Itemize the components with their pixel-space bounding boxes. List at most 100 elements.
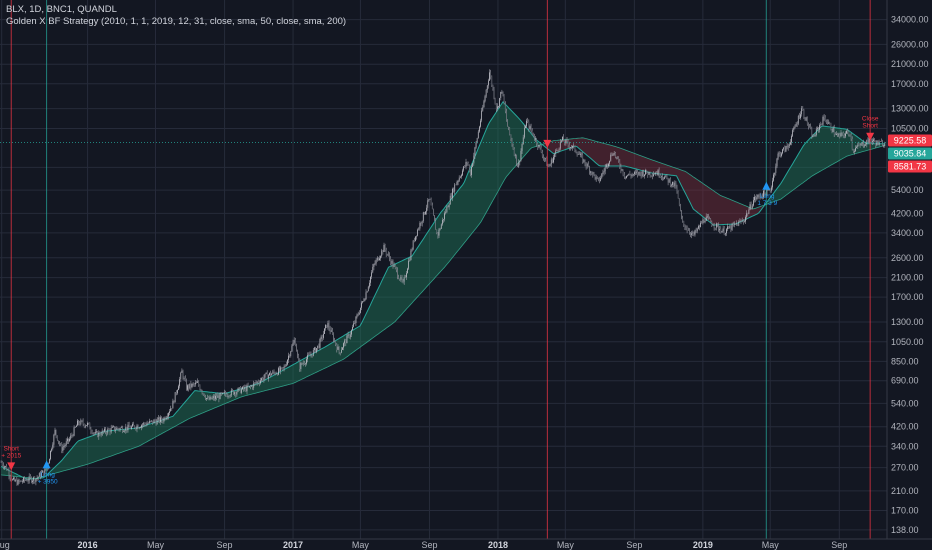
candle-body <box>692 232 694 234</box>
candle-body <box>452 188 453 199</box>
candle-body <box>248 386 250 387</box>
candle-body <box>49 459 50 464</box>
candle-body <box>193 383 195 385</box>
candle-body <box>628 173 630 176</box>
candle-body <box>818 127 819 130</box>
candle-body <box>43 470 45 475</box>
candle-body <box>519 160 521 163</box>
candle-body <box>848 132 850 135</box>
candle-body <box>598 177 599 180</box>
candle-body <box>323 333 324 338</box>
candle-body <box>570 147 571 148</box>
candle-body <box>360 307 361 313</box>
candle-body <box>236 391 238 395</box>
candle-body <box>719 229 720 231</box>
candle-body <box>580 153 581 155</box>
candle-body <box>718 225 719 231</box>
candle-body <box>573 145 575 147</box>
candle-body <box>494 98 496 104</box>
symbol-title[interactable]: BLX, 1D, BNC1, QUANDL <box>6 4 117 15</box>
candle-body <box>68 438 69 441</box>
candle-body <box>291 345 293 352</box>
candle-body <box>321 336 323 338</box>
candle-body <box>145 424 147 426</box>
candle-body <box>238 387 240 389</box>
x-tick-label: 2018 <box>488 540 508 550</box>
candle-body <box>217 395 219 398</box>
y-tick-label: 21000.00 <box>891 59 929 69</box>
candle-body <box>244 387 246 390</box>
candle-body <box>361 302 362 308</box>
candle-body <box>705 216 707 221</box>
candle-body <box>572 145 573 148</box>
candle-body <box>650 175 652 176</box>
candle-body <box>842 133 844 136</box>
y-tick-label: 1700.00 <box>891 292 924 302</box>
candle-body <box>749 204 751 210</box>
candle-body <box>387 254 388 255</box>
candle-body <box>36 477 38 479</box>
candle-body <box>805 117 807 121</box>
candle-body <box>521 144 523 151</box>
y-axis[interactable]: 34000.00 26000.00 21000.00 17000.00 13000.00… <box>891 15 929 535</box>
candle-body <box>205 396 206 399</box>
candle-body <box>5 466 6 467</box>
candle-body <box>413 240 415 242</box>
candle-body <box>336 344 338 350</box>
candle-body <box>186 380 187 390</box>
candle-body <box>471 166 472 176</box>
candle-body <box>636 171 637 173</box>
candle-body <box>711 222 713 226</box>
candle-body <box>744 221 745 222</box>
candle-body <box>548 165 550 167</box>
candle-body <box>95 432 96 434</box>
candle-body <box>270 372 271 376</box>
candle-body <box>149 421 150 424</box>
candle-body <box>346 335 348 344</box>
candle-body <box>312 350 314 356</box>
candle-body <box>860 143 862 146</box>
moving-averages <box>0 100 886 480</box>
buy-arrow-icon <box>42 460 51 469</box>
candle-body <box>32 480 33 483</box>
candle-body <box>175 392 177 394</box>
candle-body <box>344 340 345 344</box>
candle-body <box>492 85 494 89</box>
candle-body <box>328 323 330 329</box>
candle-body <box>141 425 142 428</box>
candle-body <box>268 375 269 379</box>
candle-body <box>173 400 175 403</box>
candle-body <box>422 212 424 221</box>
candle-body <box>635 172 636 173</box>
candle-body <box>648 172 650 175</box>
candle-body <box>366 291 368 293</box>
x-axis[interactable]: Aug 2016 May Sep 2017 May Sep 2018 May Sep 2019 May… <box>0 540 847 550</box>
y-tick-label: 850.00 <box>891 356 919 366</box>
candle-body <box>646 170 648 174</box>
y-tick-label: 170.00 <box>891 506 919 516</box>
strategy-title[interactable]: Golden X BF Strategy (2010, 1, 1, 2019, … <box>6 16 347 27</box>
candle-body <box>444 213 445 220</box>
candle-body <box>99 432 101 435</box>
candle-body <box>171 408 173 409</box>
candle-body <box>716 223 717 228</box>
candle-body <box>808 124 809 127</box>
candle-body <box>473 155 475 164</box>
candle-body <box>556 150 558 151</box>
candle-body <box>184 378 186 381</box>
candle-body <box>242 386 243 390</box>
candle-body <box>499 98 500 107</box>
y-tick-label: 690.00 <box>891 376 919 386</box>
bull-fill <box>46 101 544 476</box>
x-tick-label: Aug <box>0 540 10 550</box>
candle-body <box>467 162 469 165</box>
candle-body <box>503 94 505 104</box>
candle-body <box>197 381 198 383</box>
candle-body <box>352 327 353 331</box>
candle-body <box>161 417 162 421</box>
candle-body <box>707 216 708 218</box>
candle-body <box>241 389 242 393</box>
candle-body <box>502 91 504 95</box>
candle-body <box>219 393 221 400</box>
